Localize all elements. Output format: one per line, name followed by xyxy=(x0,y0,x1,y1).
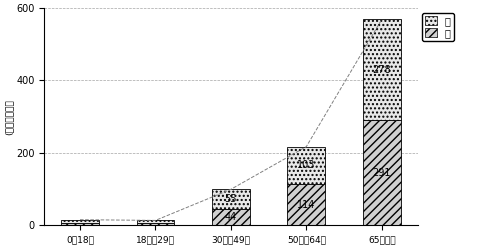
Bar xyxy=(61,220,99,223)
Bar xyxy=(137,223,174,225)
Bar xyxy=(288,184,325,225)
Bar xyxy=(61,223,99,225)
Y-axis label: (単位名：人）: (単位名：人） xyxy=(4,99,13,134)
Bar xyxy=(212,189,250,209)
Text: 291: 291 xyxy=(372,167,391,178)
Text: 103: 103 xyxy=(297,160,315,170)
Text: 278: 278 xyxy=(372,65,391,75)
Bar xyxy=(363,120,401,225)
Bar xyxy=(212,209,250,225)
Text: 114: 114 xyxy=(297,199,315,210)
Bar xyxy=(137,220,174,223)
Legend: 男, 女: 男, 女 xyxy=(422,13,454,41)
Text: 55: 55 xyxy=(225,194,237,204)
Bar xyxy=(363,19,401,120)
Text: 44: 44 xyxy=(225,212,237,222)
Bar xyxy=(288,147,325,184)
